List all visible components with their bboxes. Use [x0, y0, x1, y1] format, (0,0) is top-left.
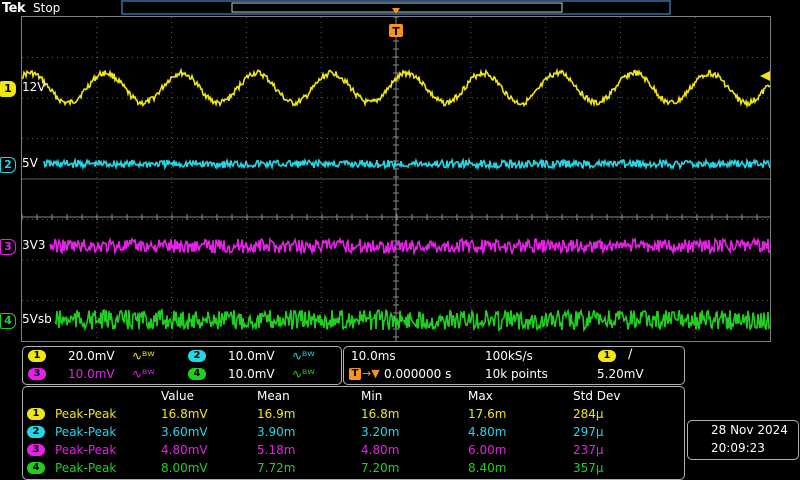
- time-per-division: 10.0ms: [351, 349, 396, 363]
- scale-channel-2-badge[interactable]: 2: [188, 350, 206, 362]
- measurement-row-3-name: Peak-Peak: [55, 443, 117, 457]
- measurement-row-2-name: Peak-Peak: [55, 425, 117, 439]
- measurement-row-3-value: 4.80mV: [161, 443, 208, 457]
- trigger-position: 0.000000 s: [384, 367, 452, 381]
- measurement-row-4-value: 8.00mV: [161, 461, 208, 475]
- scale-channel-3-value: 10.0mV: [68, 367, 115, 381]
- channel-1-ground-marker[interactable]: 1: [0, 81, 16, 97]
- measurement-row-1-value: 16.8mV: [161, 407, 208, 421]
- scale-channel-3-bandwidth-icon: ∿ᴮᵂ: [132, 367, 155, 381]
- measurement-row-1-min: 16.8m: [361, 407, 400, 421]
- measurement-row-1-std: 284μ: [573, 407, 604, 421]
- trigger-level: 5.20mV: [597, 367, 644, 381]
- measurement-row-3-min: 4.80m: [361, 443, 400, 457]
- measurement-row-1-mean: 16.9m: [257, 407, 296, 421]
- channel-2-label: 5V: [22, 156, 38, 170]
- scale-channel-4-badge[interactable]: 4: [188, 368, 206, 380]
- scale-channel-1-bandwidth-icon: ∿ᴮᵂ: [132, 349, 155, 363]
- trigger-level-marker[interactable]: [760, 71, 770, 81]
- trigger-marker-label: T: [392, 25, 400, 38]
- trigger-position-icon: T: [349, 368, 361, 380]
- ch1-trace: [21, 67, 771, 109]
- ch3-trace: [49, 236, 771, 256]
- channel-1-label: 12V: [22, 80, 46, 94]
- ch2-trace: [43, 157, 771, 171]
- measurement-row-2-max: 4.80m: [468, 425, 507, 439]
- trigger-arrow-icon: →▼: [362, 367, 380, 380]
- measurement-header-mean: Mean: [257, 389, 290, 403]
- scale-channel-2-value: 10.0mV: [228, 349, 275, 363]
- scale-channel-1-badge[interactable]: 1: [28, 350, 46, 362]
- measurement-row-1-badge[interactable]: 1: [27, 408, 45, 420]
- measurement-header-std-dev: Std Dev: [573, 389, 621, 403]
- channel-2-ground-marker[interactable]: 2: [0, 157, 16, 173]
- waveform-traces: [21, 67, 771, 333]
- measurement-row-4-mean: 7.72m: [257, 461, 296, 475]
- record-length: 10k points: [485, 367, 548, 381]
- scale-channel-1-value: 20.0mV: [68, 349, 115, 363]
- time-display: 20:09:23: [711, 441, 765, 455]
- measurement-row-4-badge[interactable]: 4: [27, 462, 45, 474]
- measurement-row-2-min: 3.20m: [361, 425, 400, 439]
- graticule-grid: [21, 16, 770, 341]
- sample-rate: 100kS/s: [485, 349, 533, 363]
- measurement-row-1-max: 17.6m: [468, 407, 507, 421]
- measurement-row-4-std: 357μ: [573, 461, 604, 475]
- measurement-header-value: Value: [161, 389, 194, 403]
- brand-logo: Tek: [2, 1, 26, 16]
- trigger-slope-icon: ∕: [628, 347, 633, 362]
- measurement-row-3-max: 6.00m: [468, 443, 507, 457]
- measurement-row-2-value: 3.60mV: [161, 425, 208, 439]
- trigger-source-badge: 1: [598, 350, 616, 362]
- timebase-panel[interactable]: [343, 346, 685, 385]
- measurement-header-max: Max: [468, 389, 493, 403]
- scale-channel-3-badge[interactable]: 3: [28, 368, 46, 380]
- measurement-row-2-std: 297μ: [573, 425, 604, 439]
- ch4-trace: [54, 308, 771, 333]
- measurement-row-4-name: Peak-Peak: [55, 461, 117, 475]
- channel-4-ground-marker[interactable]: 4: [0, 313, 16, 329]
- scale-channel-4-value: 10.0mV: [228, 367, 275, 381]
- channel-3-ground-marker[interactable]: 3: [0, 239, 16, 255]
- vertical-scale-panel[interactable]: [22, 346, 342, 385]
- measurement-row-4-min: 7.20m: [361, 461, 400, 475]
- measurement-row-3-mean: 5.18m: [257, 443, 296, 457]
- measurement-row-4-max: 8.40m: [468, 461, 507, 475]
- acquisition-state[interactable]: Stop: [33, 1, 61, 15]
- channel-3-label: 3V3: [22, 238, 46, 252]
- measurement-row-2-mean: 3.90m: [257, 425, 296, 439]
- channel-4-label: 5Vsb: [22, 312, 52, 326]
- measurement-header-min: Min: [361, 389, 383, 403]
- date-display: 28 Nov 2024: [711, 423, 788, 437]
- measurement-row-3-std: 237μ: [573, 443, 604, 457]
- trigger-position-marker[interactable]: T: [389, 8, 403, 38]
- measurement-row-3-badge[interactable]: 3: [27, 444, 45, 456]
- scale-channel-4-bandwidth-icon: ∿ᴮᵂ: [292, 367, 315, 381]
- measurement-row-2-badge[interactable]: 2: [27, 426, 45, 438]
- measurement-row-1-name: Peak-Peak: [55, 407, 117, 421]
- datetime-panel[interactable]: [687, 420, 799, 460]
- scale-channel-2-bandwidth-icon: ∿ᴮᵂ: [292, 349, 315, 363]
